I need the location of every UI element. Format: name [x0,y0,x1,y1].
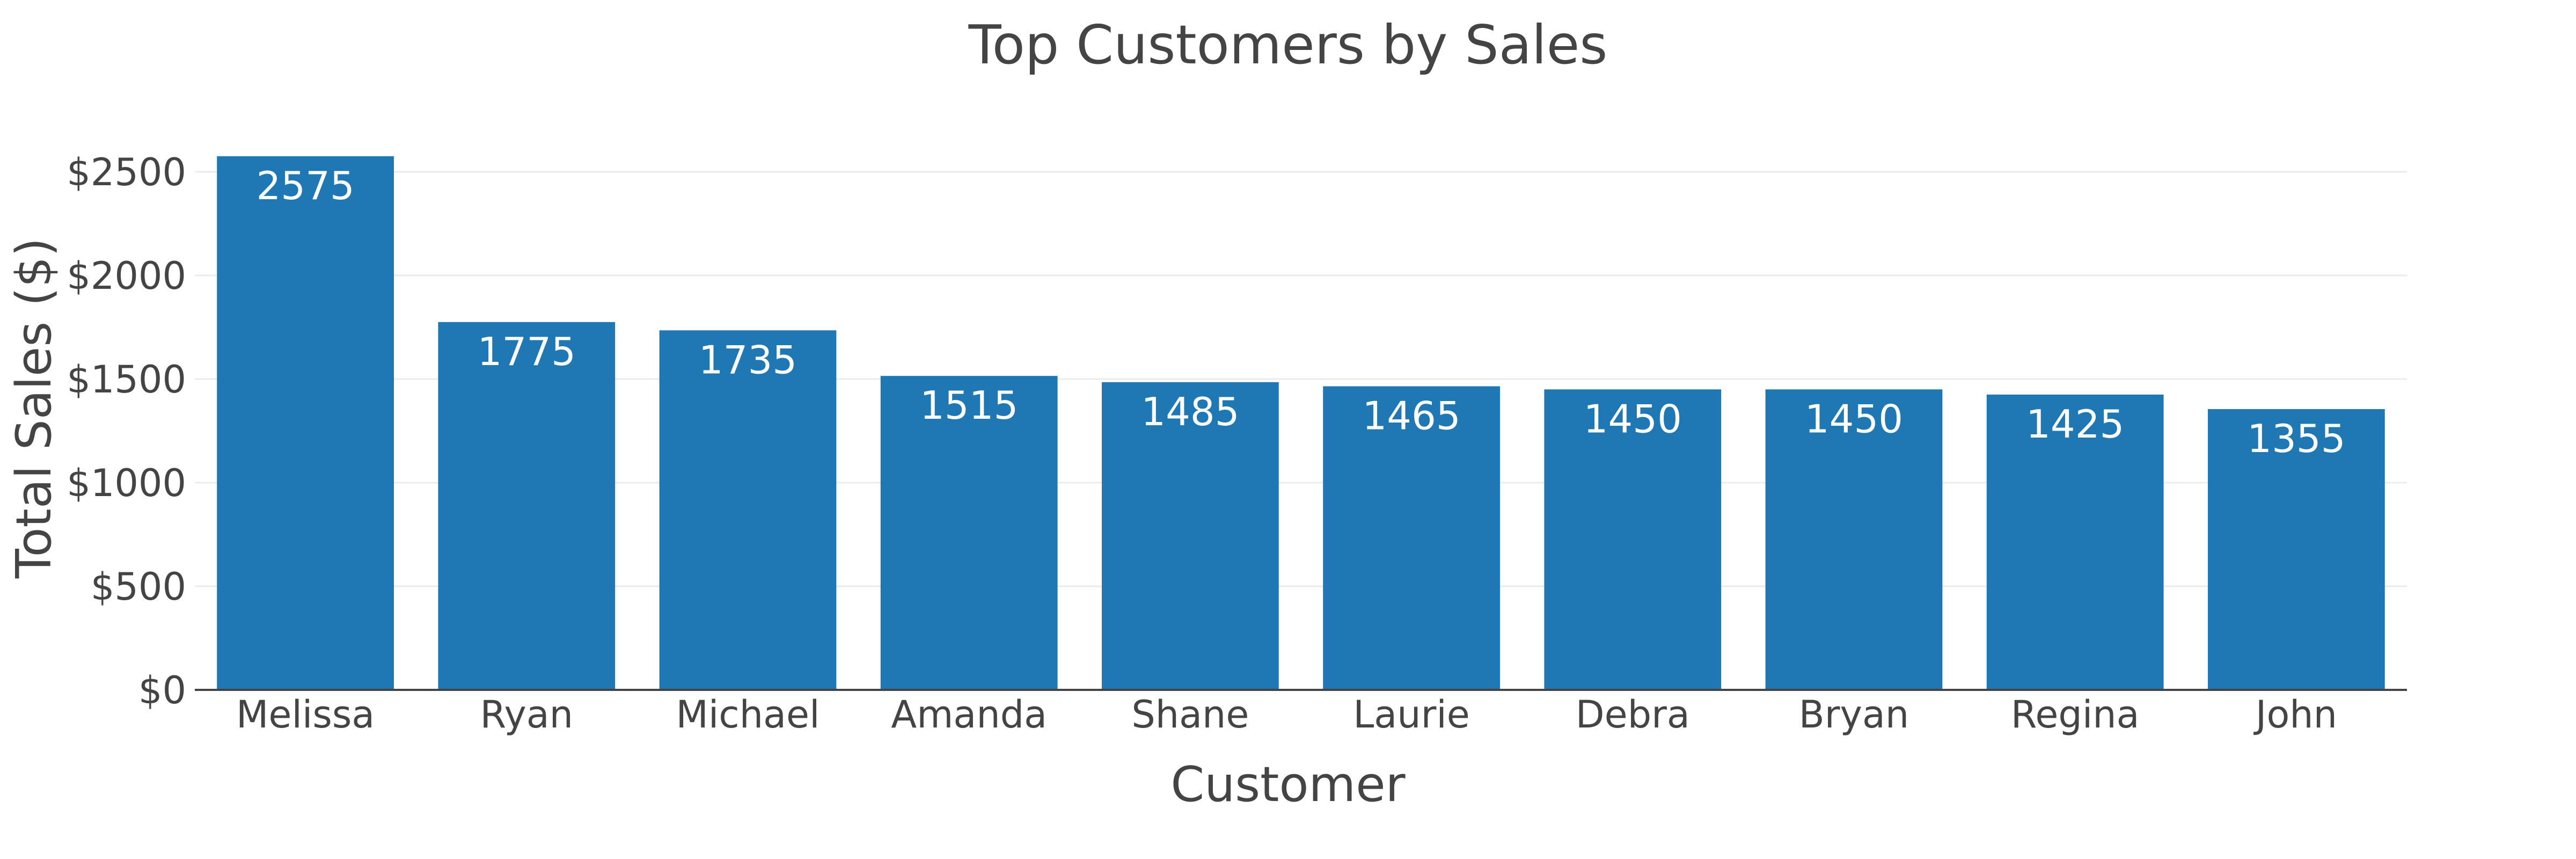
bar-value-label: 1735 [699,337,797,382]
bars: 2575 1775 1735 1515 1485 1465 1450 1450 1425 1355 [217,156,2385,690]
bar [1544,389,1722,690]
bar-value-label: 1775 [478,329,576,374]
bar [1765,389,1943,690]
chart-title: Top Customers by Sales [968,13,1608,76]
bar-value-label: 1425 [2026,402,2124,447]
y-axis-ticks: $0 $500 $1000 $1500 $2000 $2500 [67,150,186,712]
bar-value-label: 1465 [1362,394,1460,439]
bar-value-label: 2575 [256,163,354,208]
bar [438,322,616,690]
bar [217,156,394,690]
x-tick-label: Ryan [480,693,574,737]
bar-value-label: 1450 [1584,396,1682,441]
x-tick-label: John [2253,693,2337,737]
bar [659,330,837,690]
y-tick-label: $1000 [67,461,186,505]
bar-value-label: 1450 [1805,396,1903,441]
y-tick-label: $0 [138,668,186,712]
y-tick-label: $1500 [67,358,186,402]
bar-value-label: 1355 [2247,416,2345,461]
bar [880,376,1058,690]
x-tick-label: Regina [2011,693,2140,737]
y-tick-label: $500 [91,565,186,609]
bar [1323,386,1500,690]
y-tick-label: $2000 [67,254,186,298]
x-tick-label: Michael [676,693,819,737]
y-axis-title: Total Sales ($) [6,238,62,579]
x-tick-label: Debra [1576,693,1690,737]
bar [1102,382,1279,690]
x-tick-label: Melissa [236,693,375,737]
bar-value-label: 1515 [920,383,1018,428]
bar [2208,409,2385,690]
x-tick-label: Laurie [1353,693,1470,737]
x-tick-label: Shane [1131,693,1249,737]
x-tick-label: Amanda [891,693,1047,737]
x-axis-ticks: Melissa Ryan Michael Amanda Shane Laurie Debra… [236,693,2337,737]
bar-value-label: 1485 [1141,389,1239,434]
x-axis-title: Customer [1170,756,1405,813]
bar [1986,394,2164,690]
y-tick-label: $2500 [67,150,186,194]
x-tick-label: Bryan [1799,693,1909,737]
